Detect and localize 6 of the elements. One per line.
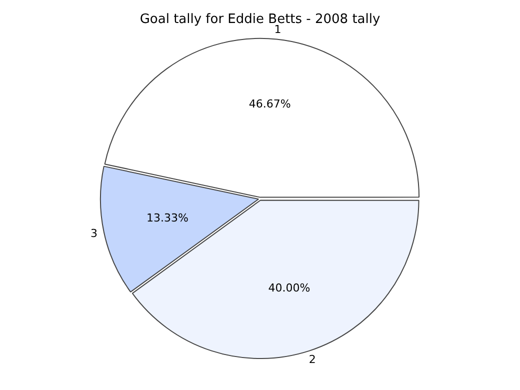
data-label: 40.00% bbox=[268, 282, 310, 295]
data-label: 13.33% bbox=[146, 211, 188, 224]
slice-label: 2 bbox=[308, 353, 316, 366]
slice-label: 3 bbox=[90, 226, 98, 240]
slice-label: 1 bbox=[274, 22, 282, 36]
data-label: 46.67% bbox=[248, 98, 291, 111]
